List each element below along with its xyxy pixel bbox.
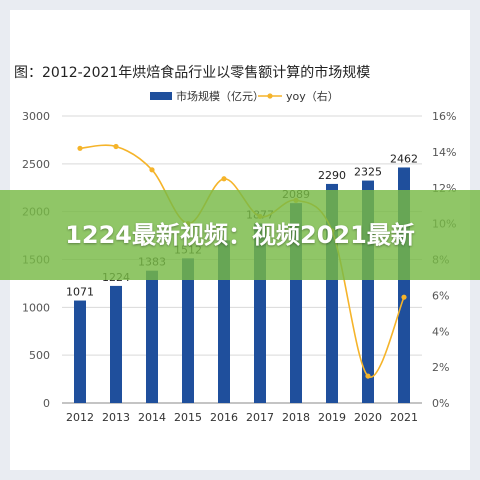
y-left-tick-label: 1000 [22, 301, 50, 314]
overlay-banner: 1224最新视频：视频2021最新 [0, 190, 480, 280]
y-left-tick-label: 500 [29, 349, 50, 362]
x-tick-label: 2013 [102, 411, 130, 424]
y-right-tick-label: 4% [432, 325, 449, 338]
bar [218, 240, 230, 403]
y-right-tick-label: 14% [432, 146, 456, 159]
x-tick-label: 2019 [318, 411, 346, 424]
overlay-banner-text: 1224最新视频：视频2021最新 [65, 221, 415, 249]
y-right-tick-label: 6% [432, 289, 449, 302]
yoy-point [401, 294, 407, 300]
bar [110, 285, 122, 403]
bar [74, 300, 86, 403]
x-tick-label: 2017 [246, 411, 274, 424]
bar-value-label: 2290 [318, 169, 346, 182]
x-tick-label: 2020 [354, 411, 382, 424]
x-tick-label: 2018 [282, 411, 310, 424]
yoy-point [113, 143, 119, 150]
yoy-point [221, 176, 227, 182]
bar-value-label: 2462 [390, 152, 418, 165]
bar [146, 270, 158, 403]
yoy-point [149, 167, 155, 173]
yoy-point [77, 145, 83, 151]
legend-line-marker [267, 93, 273, 99]
legend-line-label: yoy（右） [286, 89, 339, 103]
y-right-tick-label: 0% [432, 397, 449, 410]
x-tick-label: 2015 [174, 411, 202, 424]
y-left-tick-label: 0 [43, 397, 50, 410]
y-left-tick-label: 2500 [22, 158, 50, 171]
yoy-point [365, 373, 371, 379]
x-tick-label: 2014 [138, 411, 166, 424]
x-tick-label: 2021 [390, 411, 418, 424]
y-right-tick-label: 2% [432, 361, 449, 374]
x-tick-label: 2016 [210, 411, 238, 424]
x-tick-label: 2012 [66, 411, 94, 424]
y-left-tick-label: 3000 [22, 110, 50, 123]
bar [182, 258, 194, 403]
figure-title: 图：2012-2021年烘焙食品行业以零售额计算的市场规模 [14, 65, 371, 81]
legend-bar-swatch [150, 92, 172, 100]
bar-value-label: 1071 [66, 286, 94, 299]
y-right-tick-label: 16% [432, 110, 456, 123]
bar-value-label: 2325 [354, 166, 382, 179]
legend-bar-label: 市场规模（亿元） [176, 89, 264, 103]
